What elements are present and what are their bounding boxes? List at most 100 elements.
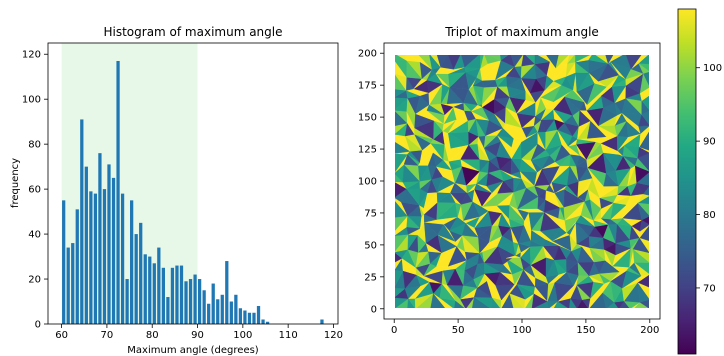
y-tick-label: 100 [358, 177, 377, 188]
y-tick-label: 0 [35, 320, 41, 331]
mesh-triangle [436, 55, 447, 68]
y-tick-label: 125 [358, 145, 377, 156]
histogram-bar [102, 189, 107, 324]
histogram-bar [247, 312, 252, 324]
histogram-bar [166, 297, 170, 324]
histogram-title: Histogram of maximum angle [103, 25, 282, 39]
histogram-bar [234, 294, 238, 324]
histogram-bar [66, 247, 70, 324]
mesh-triangle [555, 55, 569, 69]
y-tick-label: 40 [28, 230, 41, 241]
mesh-triangle [500, 55, 509, 61]
y-tick-label: 0 [371, 304, 377, 315]
colorbar-tick-label: 100 [703, 63, 722, 74]
colorbar-tick-label: 80 [703, 210, 716, 221]
histogram-bar [120, 193, 125, 324]
histogram-bar [175, 265, 179, 324]
y-tick-label: 75 [364, 208, 377, 219]
histogram-bar [211, 283, 215, 324]
histogram-x-ticks: 60 70 80 90 100 110 120 [55, 324, 343, 341]
x-tick-label: 100 [233, 330, 252, 341]
y-tick-label: 100 [22, 95, 41, 106]
mesh-triangle [638, 55, 649, 64]
histogram-bar [89, 191, 93, 324]
histogram-bar [62, 200, 66, 324]
histogram-bar [107, 164, 111, 324]
histogram-bar [71, 243, 75, 324]
x-tick-label: 110 [279, 330, 298, 341]
triplot-y-ticks: 0 25 50 75 100 125 150 175 200 [358, 49, 384, 315]
mesh-triangle [575, 55, 591, 63]
histogram-x-axis-label: Maximum angle (degrees) [127, 345, 259, 356]
y-tick-label: 120 [22, 50, 41, 61]
histogram-axes-frame [47, 42, 339, 325]
histogram-bar [80, 119, 84, 324]
mesh-triangle [461, 55, 479, 68]
triplot-title: Triplot of maximum angle [444, 25, 599, 39]
histogram-bar [84, 166, 88, 324]
y-tick-label: 50 [364, 240, 377, 251]
y-tick-label: 25 [364, 272, 377, 283]
y-tick-label: 80 [28, 140, 41, 151]
x-tick-label: 70 [101, 330, 114, 341]
histogram-bar [157, 247, 161, 324]
mesh-triangle [510, 55, 523, 68]
histogram-bar [261, 319, 265, 324]
x-tick-label: 0 [391, 325, 397, 336]
histogram-bar [98, 153, 102, 324]
histogram-bar [216, 299, 220, 324]
y-tick-label: 20 [28, 275, 41, 286]
histogram-bar [111, 177, 116, 324]
histogram-bar [134, 234, 138, 324]
histogram-y-ticks: 0 20 40 60 80 100 120 [22, 50, 48, 331]
histogram-bar [256, 306, 261, 324]
y-tick-label: 175 [358, 81, 377, 92]
x-tick-label: 200 [640, 325, 659, 336]
mesh-triangle [605, 55, 614, 64]
histogram-bar [139, 222, 143, 324]
histogram-bar [202, 290, 206, 324]
x-tick-label: 150 [576, 325, 595, 336]
y-tick-label: 200 [358, 49, 377, 60]
histogram-bar [93, 193, 98, 324]
histogram-bar [148, 256, 152, 324]
colorbar-gradient [677, 8, 697, 355]
y-tick-label: 60 [28, 185, 41, 196]
x-tick-label: 120 [324, 330, 343, 341]
histogram-bar [75, 209, 79, 324]
triangle-mesh [395, 55, 649, 308]
x-tick-label: 50 [452, 325, 465, 336]
histogram-bar [265, 321, 270, 324]
histogram-y-axis-label: frequency [10, 158, 21, 208]
triplot-chart: Triplot of maximum angle 0 50 100 150 200 0 2… [358, 25, 661, 336]
histogram-bar [161, 267, 165, 324]
histogram-bar [229, 301, 233, 324]
histogram-bar [116, 60, 120, 324]
shaded-range [61, 43, 198, 324]
histogram-bar [125, 279, 129, 324]
histogram-bar [243, 310, 247, 324]
colorbar-ticks: 70 80 90 100 [696, 63, 722, 294]
y-tick-label: 150 [358, 113, 377, 124]
histogram-chart: Histogram of maximum angle 60 70 80 90 100 11… [10, 25, 343, 356]
histogram-bar [207, 303, 211, 324]
histogram-bar [252, 312, 256, 324]
x-tick-label: 90 [191, 330, 204, 341]
triplot-x-ticks: 0 50 100 150 200 [391, 319, 659, 336]
histogram-bar [152, 263, 156, 324]
x-tick-label: 100 [512, 325, 531, 336]
histogram-bar [143, 254, 147, 324]
histogram-bar [179, 265, 184, 324]
colorbar: 70 80 90 100 [677, 8, 722, 355]
colorbar-tick-label: 90 [703, 137, 716, 148]
histogram-bar [220, 294, 224, 324]
histogram-bar [225, 261, 229, 324]
histogram-bar [184, 281, 188, 324]
histogram-bar [238, 308, 243, 324]
mesh-triangle [447, 55, 461, 70]
x-tick-label: 60 [55, 330, 68, 341]
mesh-triangle [480, 55, 484, 69]
histogram-bar [197, 279, 202, 324]
mesh-triangle [567, 55, 575, 64]
